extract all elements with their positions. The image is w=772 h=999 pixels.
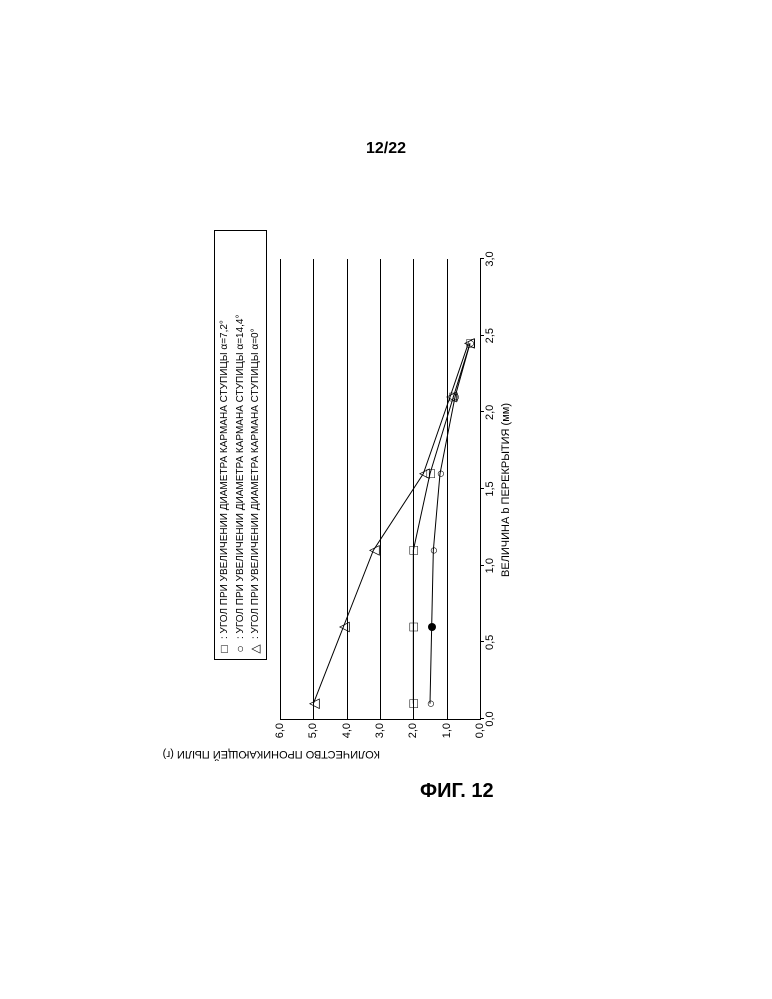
x-tick-label: 0,0 [480, 711, 496, 726]
gridline [313, 259, 314, 719]
triangle-icon: △ [248, 643, 264, 655]
gridline [413, 259, 414, 719]
data-marker-triangle-icon: △ [366, 545, 380, 556]
legend-item-circle: ○ : УГОЛ ПРИ УВЕЛИЧЕНИИ ДИАМЕТРА КАРМАНА… [233, 235, 249, 655]
data-marker-circle-icon: ○ [423, 699, 437, 707]
legend-item-square: □ : УГОЛ ПРИ УВЕЛИЧЕНИИ ДИАМЕТРА КАРМАНА… [217, 235, 233, 655]
y-tick-label: 5,0 [307, 719, 319, 738]
y-tick-label: 6,0 [274, 719, 286, 738]
legend-label: : УГОЛ ПРИ УВЕЛИЧЕНИИ ДИАМЕТРА КАРМАНА С… [218, 320, 231, 639]
data-marker-triangle-icon: △ [461, 338, 475, 349]
figure-caption: ФИГ. 12 [420, 780, 494, 803]
page: 12/22 □ : УГОЛ ПРИ УВЕЛИЧЕНИИ ДИАМЕТРА К… [0, 0, 772, 999]
legend-label: : УГОЛ ПРИ УВЕЛИЧЕНИИ ДИАМЕТРА КАРМАНА С… [234, 315, 247, 640]
chart: □ : УГОЛ ПРИ УВЕЛИЧЕНИИ ДИАМЕТРА КАРМАНА… [220, 220, 540, 780]
legend-item-triangle: △ : УГОЛ ПРИ УВЕЛИЧЕНИИ ДИАМЕТРА КАРМАНА… [248, 235, 264, 655]
y-tick-label: 3,0 [374, 719, 386, 738]
y-tick-label: 4,0 [341, 719, 353, 738]
square-icon: □ [217, 643, 233, 655]
x-tick-label: 0,5 [480, 635, 496, 650]
data-marker-circle-icon: ○ [433, 469, 447, 477]
x-tick-label: 1,0 [480, 558, 496, 573]
gridline [447, 259, 448, 719]
data-marker-triangle-icon: △ [416, 468, 430, 479]
page-number: 12/22 [0, 140, 772, 158]
y-axis-title: КОЛИЧЕСТВО ПРОНИКАЮЩЕЙ ПЫЛИ (г) [163, 748, 380, 760]
y-tick-label: 2,0 [407, 719, 419, 738]
data-marker-triangle-icon: △ [443, 392, 457, 403]
data-marker-triangle-icon: △ [336, 622, 350, 633]
circle-icon: ○ [233, 643, 249, 655]
plot-area: 0,01,02,03,04,05,06,00,00,51,01,52,02,53… [280, 259, 481, 720]
data-marker-square-icon: □ [406, 546, 420, 554]
y-tick-label: 1,0 [441, 719, 453, 738]
data-marker-circle-icon [428, 623, 436, 631]
chart-legend: □ : УГОЛ ПРИ УВЕЛИЧЕНИИ ДИАМЕТРА КАРМАНА… [214, 230, 267, 660]
x-tick-label: 2,5 [480, 328, 496, 343]
x-tick-label: 3,0 [480, 251, 496, 266]
x-tick-label: 2,0 [480, 405, 496, 420]
gridline [347, 259, 348, 719]
gridline [380, 259, 381, 719]
x-axis-title: ВЕЛИЧИНА b ПЕРЕКРЫТИЯ (мм) [500, 260, 512, 720]
data-marker-triangle-icon: △ [306, 698, 320, 709]
gridline [280, 259, 281, 719]
data-marker-square-icon: □ [406, 623, 420, 631]
legend-label: : УГОЛ ПРИ УВЕЛИЧЕНИИ ДИАМЕТРА КАРМАНА С… [249, 328, 262, 639]
data-marker-square-icon: □ [406, 699, 420, 707]
chart-rotated-container: □ : УГОЛ ПРИ УВЕЛИЧЕНИИ ДИАМЕТРА КАРМАНА… [220, 220, 540, 780]
x-tick-label: 1,5 [480, 481, 496, 496]
data-marker-circle-icon: ○ [426, 546, 440, 554]
